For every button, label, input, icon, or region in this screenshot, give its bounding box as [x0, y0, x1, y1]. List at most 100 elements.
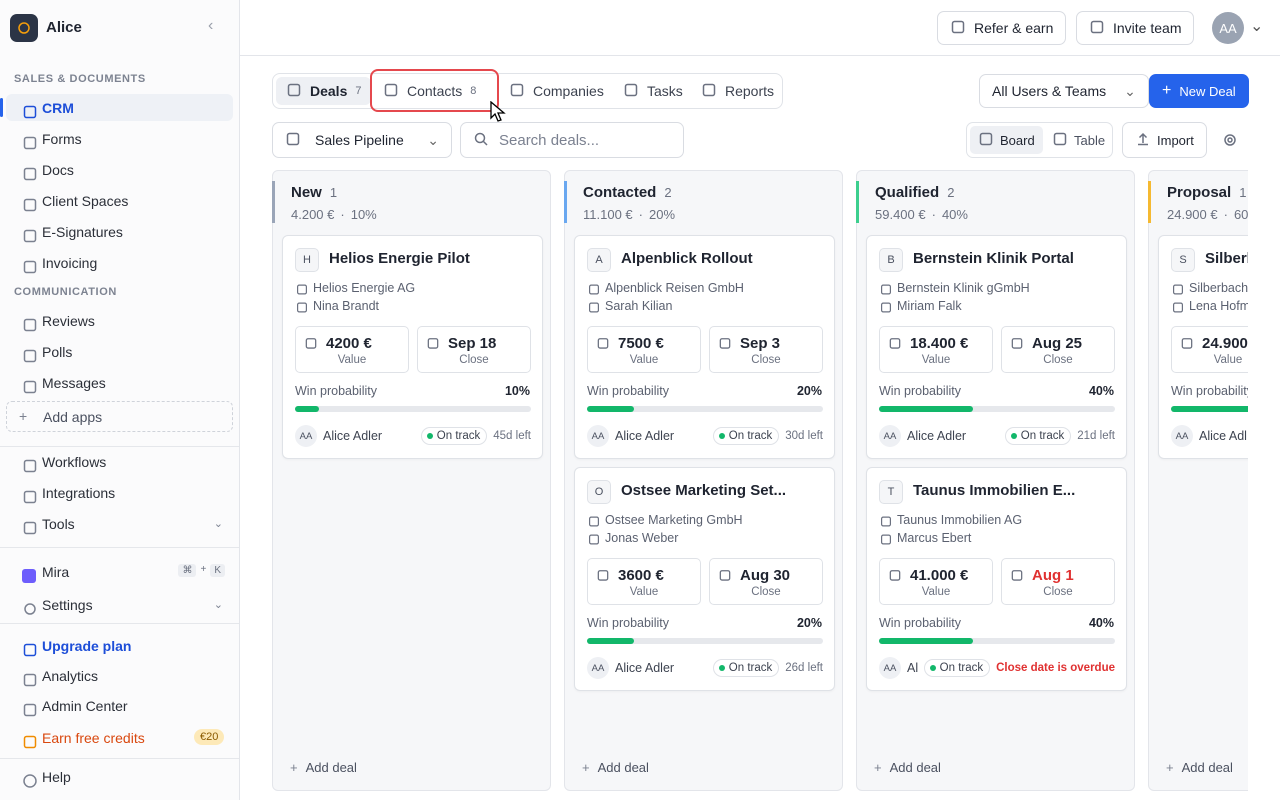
- icon: [950, 19, 966, 38]
- nav-item[interactable]: Analytics: [6, 662, 233, 689]
- icon-shape: [1011, 338, 1023, 349]
- deal-company: Ostsee Marketing GmbH: [605, 513, 743, 527]
- search-input[interactable]: Search deals...: [460, 122, 684, 158]
- nav-item[interactable]: Settings ⌄: [6, 591, 233, 618]
- deal-card[interactable]: H Helios Energie Pilot Helios Energie AG Ni…: [282, 235, 543, 459]
- icon-shape: [23, 198, 37, 212]
- status-pill: On track: [1004, 427, 1072, 445]
- deal-title: Alpenblick Rollout: [621, 250, 753, 267]
- deal-footer: AA Alice Adler On track 21d left: [879, 424, 1115, 448]
- column-count: 2: [664, 185, 672, 200]
- deal-card[interactable]: B Bernstein Klinik Portal Bernstein Klinik…: [866, 235, 1127, 459]
- nav-item[interactable]: Forms: [6, 125, 233, 152]
- deal-company: Taunus Immobilien AG: [897, 513, 1023, 527]
- view-option[interactable]: Board: [970, 126, 1043, 154]
- status-dot: [718, 433, 725, 439]
- icon-shape: [297, 284, 308, 295]
- value-label: Value: [629, 354, 659, 366]
- icon-shape: [427, 338, 439, 349]
- icon-shape: [23, 774, 37, 788]
- team-filter[interactable]: All Users & Teams ⌄: [979, 74, 1149, 108]
- nav-item[interactable]: Admin Center: [6, 692, 233, 719]
- nav-item[interactable]: Earn free credits: [6, 724, 233, 751]
- add-deal[interactable]: + Add deal: [1166, 760, 1233, 775]
- nav-item[interactable]: CRM: [0, 94, 233, 121]
- plus: +: [19, 408, 28, 424]
- workspace-name[interactable]: Alice: [46, 19, 82, 36]
- deal-card[interactable]: A Alpenblick Rollout Alpenblick Reisen Gmb…: [574, 235, 835, 459]
- icon: [509, 82, 525, 101]
- icon-shape: [597, 338, 609, 349]
- new-deal-button[interactable]: + New Deal: [1149, 74, 1249, 108]
- label: Add deal: [305, 760, 357, 775]
- key: K: [210, 564, 225, 577]
- add-deal[interactable]: + Add deal: [874, 760, 941, 775]
- nav-item[interactable]: Messages: [6, 369, 233, 396]
- icon: [978, 131, 994, 150]
- nav-item[interactable]: Help: [6, 763, 233, 790]
- nav-item[interactable]: E-Signatures: [6, 218, 233, 245]
- tab[interactable]: Companies: [499, 77, 614, 105]
- tab[interactable]: Tasks: [613, 77, 693, 105]
- icon-shape: [287, 83, 301, 96]
- nav-item[interactable]: Integrations: [6, 479, 233, 506]
- pipeline-select[interactable]: Sales Pipeline ⌄: [272, 122, 452, 158]
- tab[interactable]: Contacts 8: [373, 77, 486, 105]
- invite-button[interactable]: Invite team: [1076, 11, 1195, 45]
- nav-item[interactable]: Workflows: [6, 448, 233, 475]
- column-total: 24.900 €: [1167, 207, 1218, 222]
- icon: [588, 515, 601, 532]
- label: Add deal: [1181, 760, 1233, 775]
- deal-card[interactable]: O Ostsee Marketing Set... Ostsee Marketing…: [574, 467, 835, 691]
- avatar[interactable]: AA: [1212, 12, 1244, 44]
- nav-item[interactable]: Docs: [6, 156, 233, 183]
- nav-item[interactable]: Polls: [6, 338, 233, 365]
- deal-contact: Miriam Falk: [897, 299, 962, 313]
- divider: [0, 547, 239, 548]
- nav-item[interactable]: Invoicing: [6, 249, 233, 276]
- nav-item[interactable]: Client Spaces: [6, 187, 233, 214]
- add-apps[interactable]: Add apps +: [6, 401, 233, 432]
- value-label: Value: [629, 586, 659, 598]
- view-option[interactable]: Table: [1044, 126, 1113, 154]
- close-label: Close: [1043, 586, 1073, 598]
- label: All Users & Teams: [992, 83, 1107, 99]
- icon: [880, 301, 893, 318]
- icon-shape: [1172, 302, 1183, 313]
- view-toggle: Board Table: [966, 122, 1113, 158]
- column-accent: [856, 181, 859, 223]
- icon-shape: [23, 260, 37, 274]
- import-button[interactable]: Import: [1122, 122, 1207, 158]
- nav-item[interactable]: Reviews: [6, 307, 233, 334]
- owner-avatar: AA: [587, 425, 609, 447]
- tab[interactable]: Deals 7: [276, 77, 372, 105]
- tabs: Deals 7 Contacts 8 Companies Tasks Reports: [272, 73, 783, 109]
- icon-shape: [482, 140, 488, 146]
- icon-shape: [510, 83, 524, 96]
- deal-title: Ostsee Marketing Set...: [621, 482, 787, 499]
- icon-shape: [384, 83, 398, 96]
- column-total: 4.200 €: [291, 207, 335, 222]
- nav-item[interactable]: Mira ⌘ + K: [6, 558, 233, 585]
- nav-item[interactable]: Upgrade plan: [6, 632, 233, 659]
- column: New 1 4.200 € · 10% H Helios Energie Pilot Heli…: [272, 170, 551, 791]
- column-header: Proposal 1: [1167, 184, 1246, 201]
- refer-button[interactable]: Refer & earn: [937, 11, 1067, 45]
- icon-shape: [880, 516, 891, 527]
- column-percent: 10%: [350, 207, 377, 222]
- deal-card[interactable]: S Silberb Silberbach Lena Hofm 24.900 Value Wi…: [1158, 235, 1248, 459]
- icon-shape: [624, 83, 638, 96]
- icon-shape: [951, 20, 965, 33]
- nav-item[interactable]: Tools ⌄: [6, 510, 233, 537]
- deal-company: Helios Energie AG: [313, 281, 416, 295]
- win-track: [587, 638, 823, 644]
- add-deal[interactable]: + Add deal: [290, 760, 357, 775]
- icon: [880, 533, 893, 550]
- dot: ·: [340, 207, 345, 222]
- value-value: 18.400 €: [910, 335, 969, 352]
- deal-card[interactable]: T Taunus Immobilien E... Taunus Immobilien…: [866, 467, 1127, 691]
- tab[interactable]: Reports: [691, 77, 784, 105]
- add-deal[interactable]: + Add deal: [582, 760, 649, 775]
- label: Sales Pipeline: [315, 132, 404, 148]
